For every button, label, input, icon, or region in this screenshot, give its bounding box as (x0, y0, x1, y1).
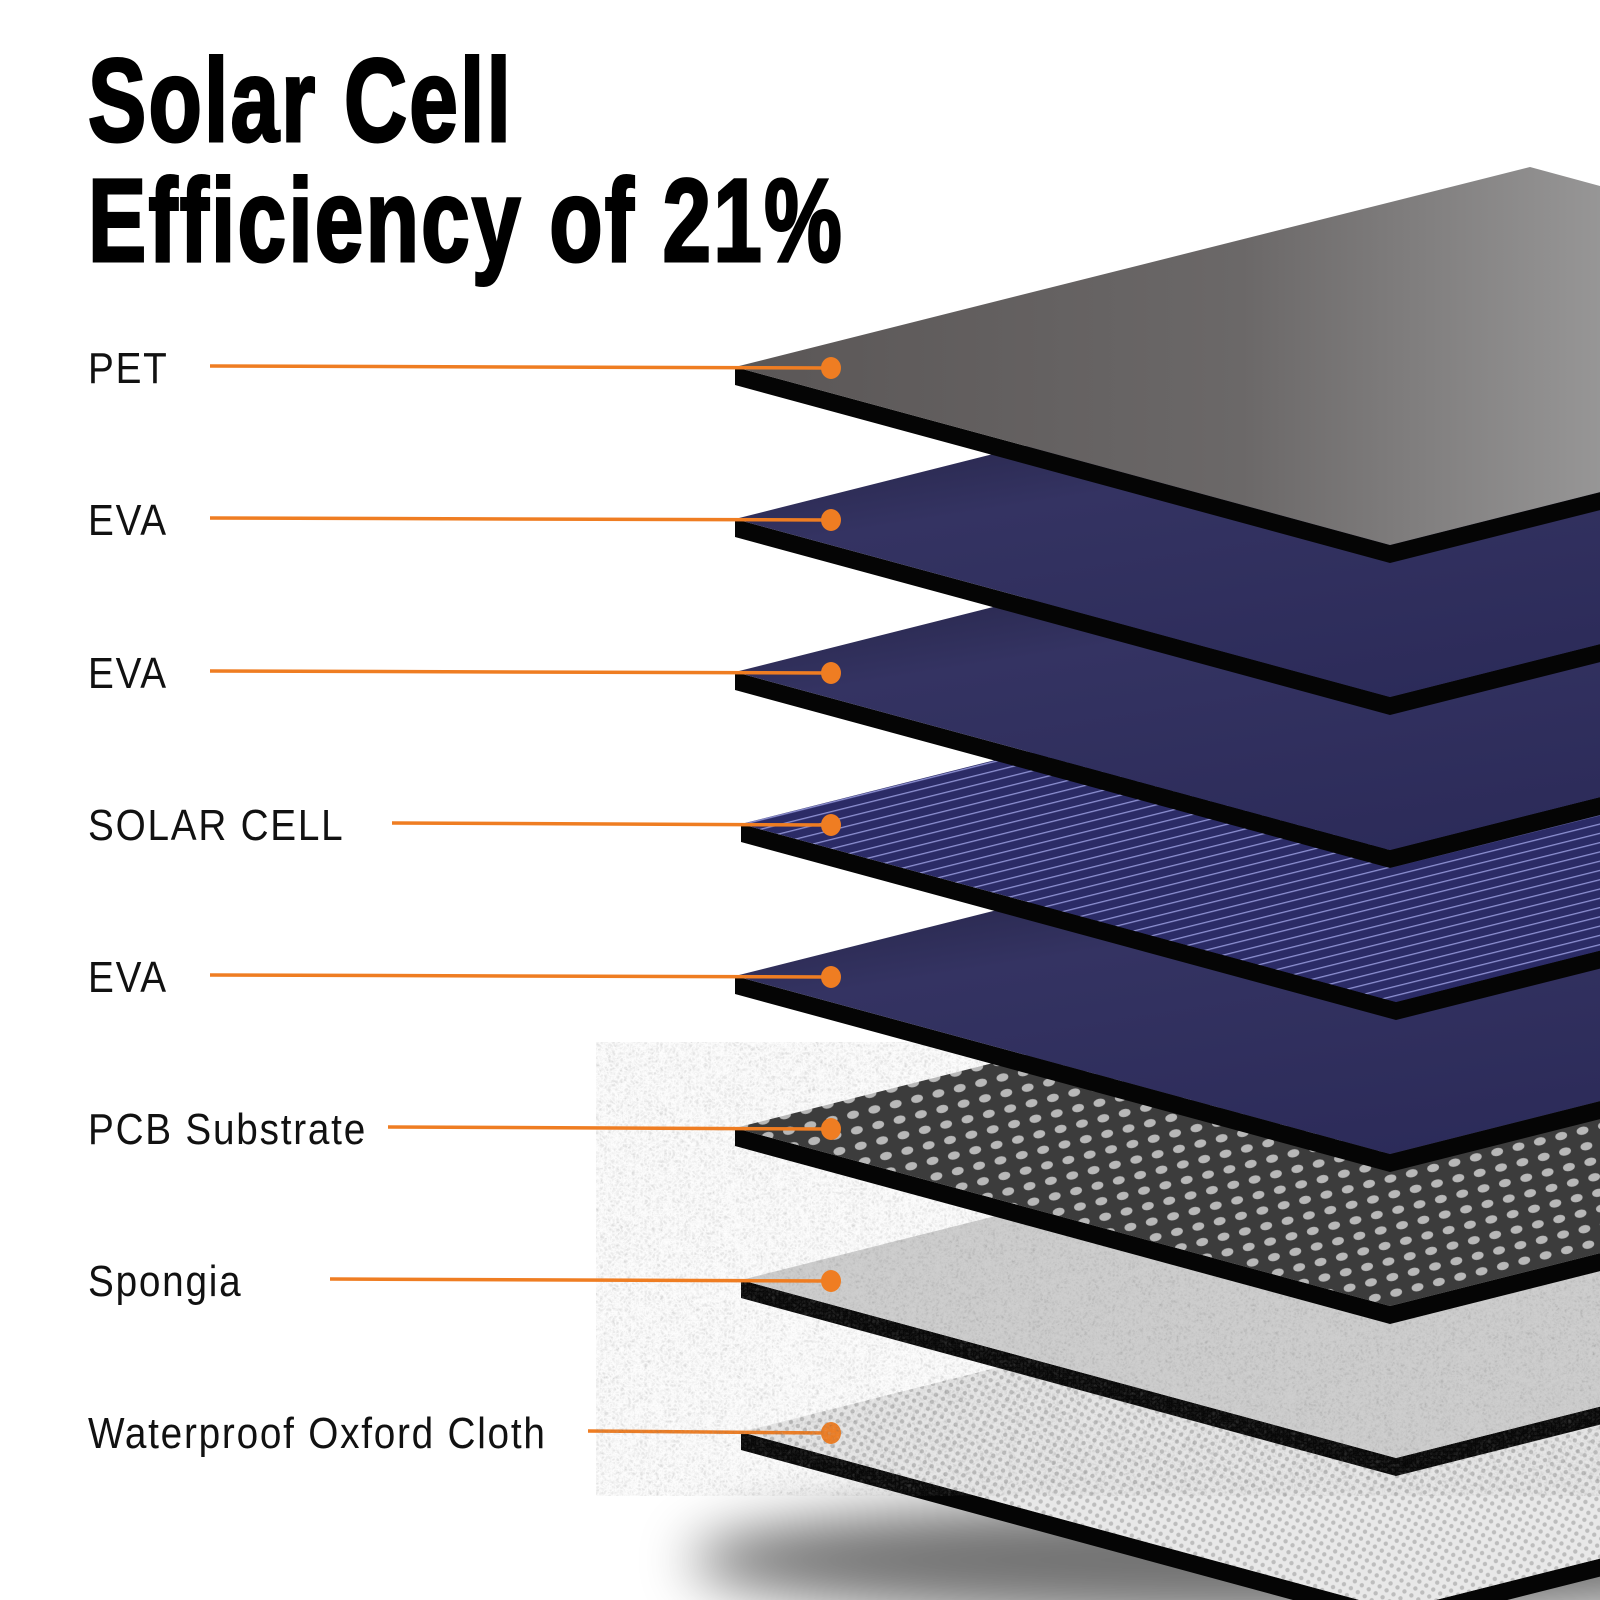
leader-line (329, 1277, 831, 1283)
layer-surface (735, 167, 1600, 545)
layer-label: Spongia (88, 1257, 243, 1306)
layer-pet-0 (209, 167, 1600, 563)
leader-dot (821, 966, 841, 988)
leader-line (387, 1125, 831, 1131)
layer-label: EVA (88, 953, 168, 1002)
title-line-1: Solar Cell (87, 35, 513, 167)
layer-label: Waterproof Oxford Cloth (88, 1409, 547, 1458)
layer-label: PCB Substrate (88, 1105, 367, 1154)
leader-dot (821, 814, 841, 836)
leader-line (587, 1429, 831, 1435)
layer-label: PET (88, 344, 169, 393)
leader-line (391, 821, 831, 827)
leader-dot (821, 357, 841, 379)
title-line-2: Efficiency of 21% (87, 155, 844, 287)
leader-line (209, 973, 831, 979)
layer-label: SOLAR CELL (88, 801, 345, 850)
leader-dot (821, 509, 841, 531)
layer-label: EVA (88, 496, 168, 545)
leader-dot (821, 1422, 841, 1444)
leader-line (209, 669, 831, 675)
layer-label: EVA (88, 649, 168, 698)
leader-dot (821, 662, 841, 684)
leader-dot (821, 1270, 841, 1292)
layer-edge (741, 1432, 1600, 1600)
leader-dot (821, 1118, 841, 1140)
leader-line (209, 516, 831, 522)
leader-line (209, 364, 831, 370)
